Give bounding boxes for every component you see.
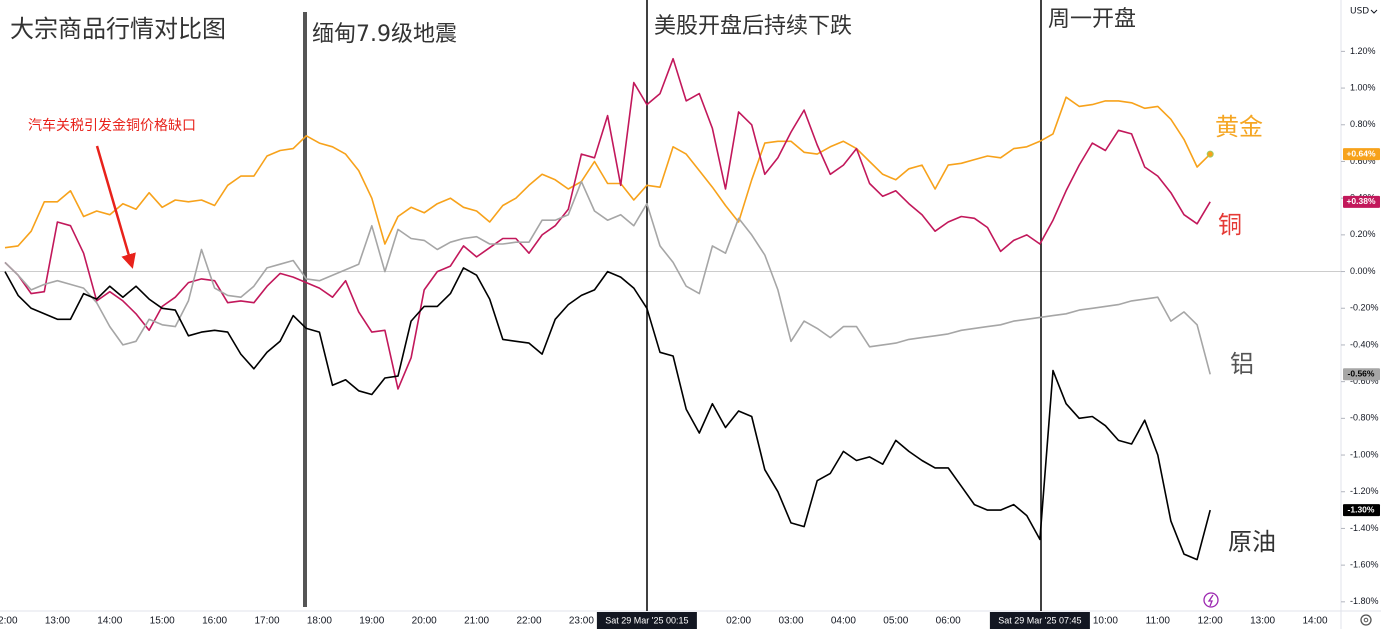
y-tick-label: -1.20% (1350, 486, 1379, 496)
y-tick-label: -1.80% (1350, 596, 1379, 606)
x-tick-label: 12:00 (1198, 616, 1223, 627)
end-badge (1343, 504, 1380, 517)
end-label: +0.38% (1346, 196, 1376, 206)
y-tick-label: 1.00% (1350, 82, 1376, 92)
crosshair-label-bg (596, 612, 697, 629)
series-name: 铜 (1218, 211, 1242, 239)
series-name: 铝 (1230, 350, 1254, 378)
x-tick-label: 17:00 (254, 616, 279, 627)
series-line (4, 96, 1211, 249)
x-tick-label: 13:00 (45, 616, 70, 627)
series-name: 黄金 (1215, 113, 1263, 141)
x-tick-label: 10:00 (1093, 616, 1118, 627)
series-line (4, 57, 1211, 390)
end-badge (1343, 368, 1380, 381)
y-tick-label: 0.00% (1350, 266, 1376, 276)
end-label: +0.64% (1346, 148, 1376, 158)
y-tick-label: -1.00% (1350, 449, 1379, 459)
series-line (4, 267, 1211, 561)
x-tick-label: 05:00 (883, 616, 908, 627)
series-line (4, 180, 1211, 375)
currency[interactable]: USD (1350, 7, 1369, 17)
y-tick-label: -0.40% (1350, 339, 1379, 349)
x-tick-label: 18:00 (307, 616, 332, 627)
x-tick-label: 14:00 (97, 616, 122, 627)
end-badge (1343, 148, 1380, 161)
x-tick-label: 15:00 (150, 616, 175, 627)
crosshair-label-bg (989, 612, 1090, 629)
y-tick-label: 0.60% (1350, 156, 1376, 166)
event-label: 周一开盘 (1048, 7, 1136, 32)
y-tick-label: -0.20% (1350, 303, 1379, 313)
y-tick-label: 0.20% (1350, 229, 1376, 239)
x-tick-label: 20:00 (412, 616, 437, 627)
y-tick-label: -0.60% (1350, 376, 1379, 386)
x-tick-label: 02:00 (726, 616, 751, 627)
y-tick-label: -0.80% (1350, 413, 1379, 423)
end-badge (1343, 195, 1380, 208)
annotation: 汽车关税引发金铜价格缺口 (28, 117, 196, 134)
x-tick-label: 23:00 (569, 616, 594, 627)
x-tick-label: 11:00 (1146, 616, 1171, 627)
settings-icon[interactable] (1360, 614, 1372, 626)
plot-area (0, 0, 1341, 611)
end-label: -0.56% (1348, 369, 1375, 379)
x-tick-label: 13:00 (1250, 616, 1275, 627)
x-tick-label: 06:00 (936, 616, 961, 627)
event-label: 缅甸7.9级地震 (312, 22, 457, 47)
currency-dropdown[interactable] (1370, 9, 1378, 14)
x-tick-label: Sat 29 Mar '25 00:15 (605, 615, 688, 625)
y-tick-label: 0.80% (1350, 119, 1376, 129)
y-tick-label: -1.60% (1350, 560, 1379, 570)
x-tick-label: 03:00 (778, 616, 803, 627)
x-tick-label: 04:00 (831, 616, 856, 627)
x-tick-label: 21:00 (464, 616, 489, 627)
x-tick-label: Sat 29 Mar '25 07:45 (998, 615, 1081, 625)
x-tick-label: 12:00 (0, 616, 18, 627)
chart-title: 大宗商品行情对比图 (10, 15, 226, 43)
last-point (1206, 150, 1214, 158)
annotation-arrow (95, 145, 136, 269)
y-tick-label: -1.40% (1350, 523, 1379, 533)
series-name: 原油 (1228, 528, 1276, 556)
end-label: -1.30% (1348, 504, 1375, 514)
x-tick-label: 19:00 (359, 616, 384, 627)
lightning-icon[interactable] (1203, 592, 1219, 608)
y-tick-label: 1.20% (1350, 46, 1376, 56)
x-tick-label: 14:00 (1302, 616, 1327, 627)
x-tick-label: 16:00 (202, 616, 227, 627)
x-tick-label: 22:00 (516, 616, 541, 627)
event-label: 美股开盘后持续下跌 (654, 14, 852, 39)
